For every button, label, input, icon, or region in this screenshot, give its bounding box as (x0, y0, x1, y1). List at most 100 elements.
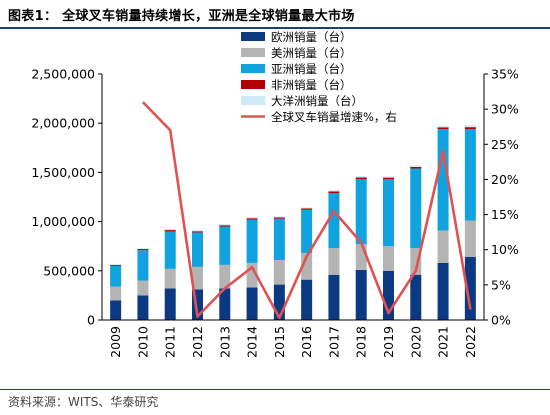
legend-label-4: 大洋洲销量（台） (271, 94, 363, 108)
bar-2015-series-4 (273, 216, 285, 218)
chart-title: 图表1： 全球叉车销量持续增长，亚洲是全球销量最大市场 (8, 9, 355, 24)
bar-2014-series-3 (246, 218, 258, 220)
growth-line-layer (141, 101, 472, 320)
bar-2020-series-4 (410, 165, 422, 167)
left-tick-label: 2,000,000 (31, 116, 95, 131)
x-tick-label: 2015 (272, 326, 287, 358)
right-tick-label: 0% (491, 313, 511, 328)
right-tick-label: 5% (491, 277, 511, 292)
x-tick-label: 2019 (381, 326, 396, 358)
bar-2014-series-0 (246, 287, 258, 320)
bar-2010-series-3 (137, 248, 149, 251)
bar-2009-series-1 (110, 286, 122, 301)
right-tick-label: 35% (491, 67, 519, 82)
bar-2013-series-1 (219, 264, 231, 289)
bar-2011-series-4 (164, 228, 176, 231)
bar-2009-series-4 (110, 264, 122, 265)
bar-2016-series-4 (301, 207, 313, 209)
bar-2013-series-0 (219, 288, 231, 320)
bar-2020-series-0 (410, 274, 422, 320)
bar-2011-series-1 (164, 268, 176, 289)
left-tick-label: 1,000,000 (31, 214, 95, 229)
bar-2010-series-1 (137, 280, 149, 296)
bar-2021-series-0 (437, 262, 449, 320)
bar-2018-series-1 (355, 244, 367, 270)
bar-2021-series-2 (437, 129, 449, 231)
bar-2022-series-4 (464, 125, 476, 128)
bar-2022-series-3 (464, 127, 476, 130)
legend: 欧洲销量（台） 美洲销量（台） 亚洲销量（台） 非洲销量（台） 大洋洲销量（台） 全球叉车… (241, 30, 397, 124)
bar-2011-series-0 (164, 288, 176, 320)
bar-2018-series-0 (355, 269, 367, 320)
bar-2016-series-3 (301, 208, 313, 210)
bar-2015-series-0 (273, 284, 285, 320)
bar-2017-series-3 (328, 191, 340, 194)
bar-2019-series-4 (383, 176, 394, 178)
bar-2021-series-3 (437, 127, 449, 130)
bar-2011-series-3 (164, 230, 176, 232)
bar-2019-series-3 (383, 177, 394, 180)
bar-2012-series-1 (192, 266, 203, 290)
x-tick-label: 2016 (299, 326, 314, 358)
right-tick-label: 20% (491, 172, 519, 187)
legend-swatch-2 (241, 64, 265, 73)
bar-2019-series-1 (383, 246, 394, 271)
bar-2018-series-2 (355, 179, 367, 245)
x-tick-label: 2022 (463, 326, 478, 358)
bar-2013-series-2 (219, 226, 231, 265)
title-divider (0, 27, 550, 29)
bar-2022-series-0 (464, 257, 476, 320)
source-divider (0, 389, 550, 390)
left-tick-label: 1,500,000 (31, 165, 95, 180)
legend-swatch-4 (241, 96, 265, 105)
legend-label-1: 美洲销量（台） (271, 46, 352, 60)
bar-2016-series-0 (301, 279, 313, 320)
bar-2010-series-2 (137, 250, 149, 281)
bar-2015-series-1 (273, 259, 285, 285)
legend-swatch-0 (241, 32, 265, 41)
x-tick-label: 2018 (354, 326, 369, 358)
bar-2016-series-2 (301, 209, 313, 254)
bar-2022-series-2 (464, 129, 476, 221)
bar-2021-series-1 (437, 230, 449, 263)
bar-2020-series-1 (410, 248, 422, 275)
bar-2009-series-2 (110, 265, 122, 287)
x-tick-label: 2020 (408, 326, 423, 358)
bar-2017-series-1 (328, 248, 340, 275)
right-tick-label: 30% (491, 102, 519, 117)
legend-label-3: 非洲销量（台） (271, 78, 352, 92)
bar-2017-series-2 (328, 193, 340, 249)
bar-2015-series-3 (273, 217, 285, 219)
bar-2014-series-2 (246, 219, 258, 263)
right-tick-label: 25% (491, 137, 519, 152)
legend-label-line: 全球叉车销量增速%，右 (271, 110, 397, 124)
bar-2015-series-2 (273, 218, 285, 260)
bars-layer (110, 125, 476, 320)
bar-2010-series-4 (137, 248, 149, 249)
legend-swatch-3 (241, 80, 265, 89)
bar-2012-series-3 (192, 231, 203, 233)
legend-label-2: 亚洲销量（台） (271, 62, 352, 76)
bar-2017-series-0 (328, 274, 340, 320)
x-tick-label: 2009 (108, 326, 123, 358)
bar-2014-series-1 (246, 262, 258, 288)
bar-2011-series-2 (164, 231, 176, 269)
bar-2016-series-1 (301, 253, 313, 280)
bar-2010-series-0 (137, 295, 149, 320)
bar-2009-series-0 (110, 300, 122, 320)
right-tick-label: 10% (491, 242, 519, 257)
legend-label-0: 欧洲销量（台） (271, 30, 352, 44)
bar-2018-series-3 (355, 177, 367, 180)
x-tick-label: 2014 (245, 326, 260, 358)
bar-2019-series-2 (383, 179, 394, 247)
bar-2017-series-4 (328, 190, 340, 192)
left-tick-label: 500,000 (43, 263, 95, 278)
bar-2021-series-4 (437, 125, 449, 128)
bar-2013-series-4 (219, 224, 231, 226)
bar-2018-series-4 (355, 176, 367, 178)
x-tick-label: 2011 (163, 326, 178, 358)
bar-2019-series-0 (383, 270, 394, 320)
x-tick-label: 2012 (190, 326, 205, 358)
bar-2012-series-2 (192, 232, 203, 267)
